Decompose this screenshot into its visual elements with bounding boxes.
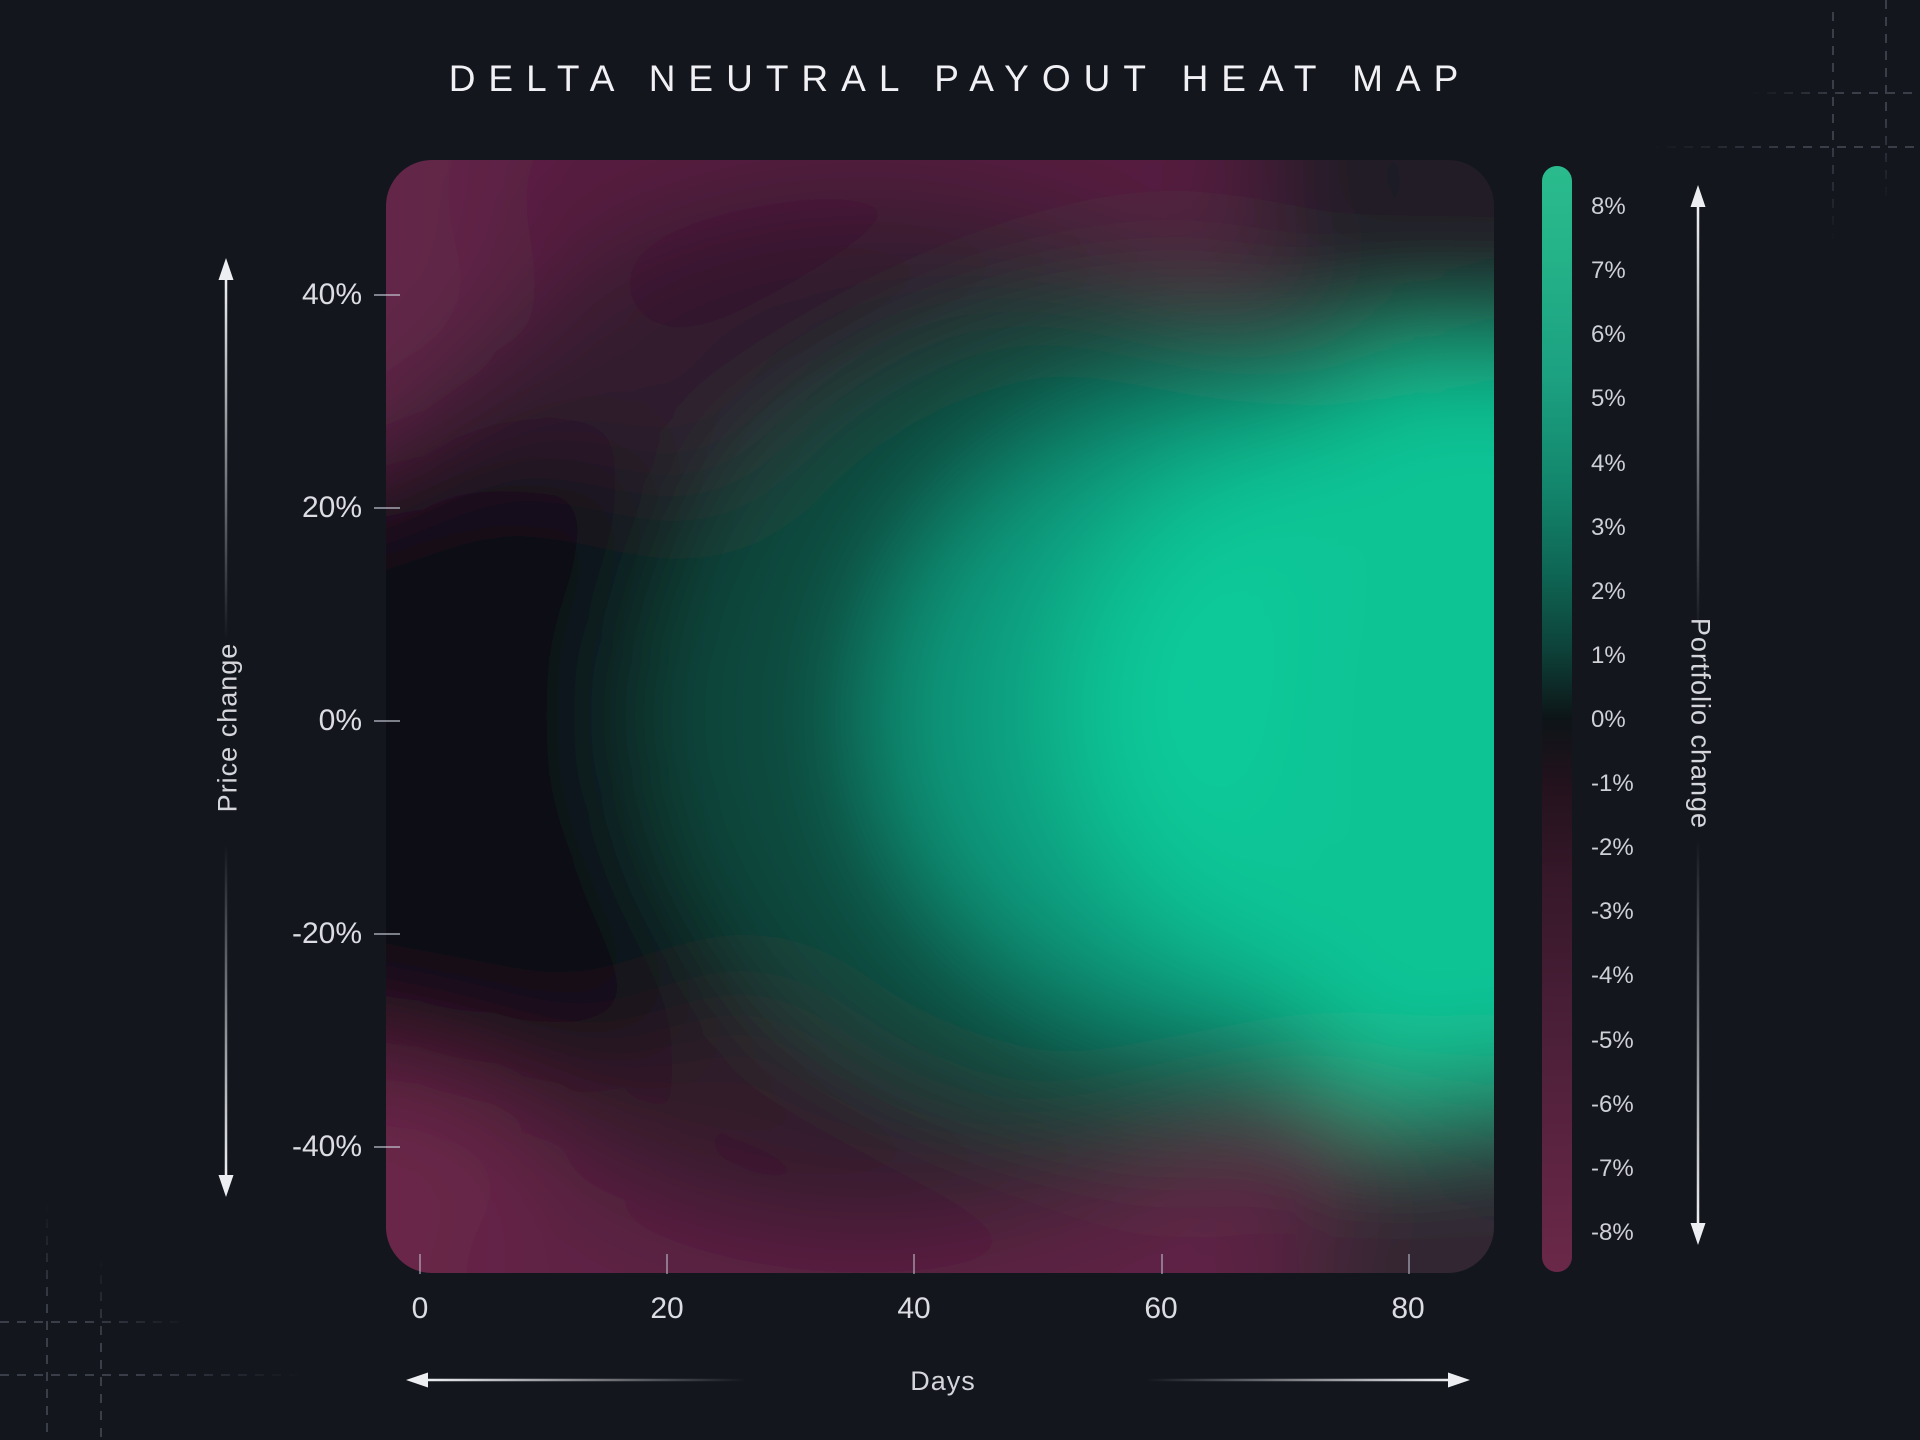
colorbar-tick-label: 7% xyxy=(1591,257,1626,284)
colorbar-tick-label: -3% xyxy=(1591,898,1634,925)
colorbar-tick-label: -7% xyxy=(1591,1155,1634,1182)
decorative-grid-line xyxy=(1650,146,1920,148)
colorbar xyxy=(1542,166,1572,1272)
y-axis-tick-label: 20% xyxy=(301,491,362,524)
y-tick-mark xyxy=(374,1146,400,1148)
y-tick-mark xyxy=(374,294,400,296)
y-tick-mark xyxy=(374,933,400,935)
colorbar-tick-label: -2% xyxy=(1591,834,1634,861)
x-axis-title: Days xyxy=(910,1366,976,1396)
colorbar-tick-label: 2% xyxy=(1591,578,1626,605)
decorative-grid-line xyxy=(0,1374,305,1376)
x-tick-mark xyxy=(666,1254,668,1274)
y-tick-mark xyxy=(374,507,400,509)
heatmap-gradient-art xyxy=(386,160,1494,1273)
decorative-grid-line xyxy=(1885,0,1887,205)
y-axis-tick-label: -40% xyxy=(291,1130,362,1163)
decorative-grid-line xyxy=(1750,92,1920,94)
colorbar-tick-label: 8% xyxy=(1591,193,1626,220)
colorbar-tick-label: -8% xyxy=(1591,1219,1634,1246)
y-axis-tick-label: -20% xyxy=(291,917,362,950)
y-tick-mark xyxy=(374,720,400,722)
heatmap-canvas[interactable] xyxy=(386,160,1494,1273)
page-title: DELTA NEUTRAL PAYOUT HEAT MAP xyxy=(448,58,1472,99)
decorative-grid-line xyxy=(1832,12,1834,242)
decorative-grid-line xyxy=(0,1321,190,1323)
y-axis-tick-label: 40% xyxy=(301,278,362,311)
colorbar-tick-label: 6% xyxy=(1591,321,1626,348)
colorbar-tick-label: 5% xyxy=(1591,385,1626,412)
colorbar-tick-label: 3% xyxy=(1591,514,1626,541)
x-axis-tick-label: 20 xyxy=(650,1292,684,1325)
x-axis-tick-label: 40 xyxy=(897,1292,931,1325)
x-tick-mark xyxy=(1408,1254,1410,1274)
colorbar-tick-label: -6% xyxy=(1591,1091,1634,1118)
x-tick-mark xyxy=(1161,1254,1163,1274)
colorbar-tick-label: 0% xyxy=(1591,706,1626,733)
colorbar-tick-label: -4% xyxy=(1591,962,1634,989)
colorbar-tick-label: 4% xyxy=(1591,450,1626,477)
colorbar-tick-label: 1% xyxy=(1591,642,1626,669)
x-axis-range-arrow-icon xyxy=(406,1372,1470,1388)
x-axis-tick-label: 60 xyxy=(1144,1292,1178,1325)
colorbar-tick-label: -1% xyxy=(1591,770,1634,797)
y-axis-range-arrow-icon xyxy=(218,258,234,1197)
decorative-grid-line xyxy=(100,1258,102,1440)
x-axis-tick-label: 80 xyxy=(1391,1292,1425,1325)
y-axis-tick-label: 0% xyxy=(318,704,362,737)
colorbar-tick-label: -5% xyxy=(1591,1027,1634,1054)
x-tick-mark xyxy=(913,1254,915,1274)
colorbar-range-arrow-icon xyxy=(1690,185,1706,1245)
x-axis-tick-label: 0 xyxy=(411,1292,429,1325)
x-tick-mark xyxy=(419,1254,421,1274)
